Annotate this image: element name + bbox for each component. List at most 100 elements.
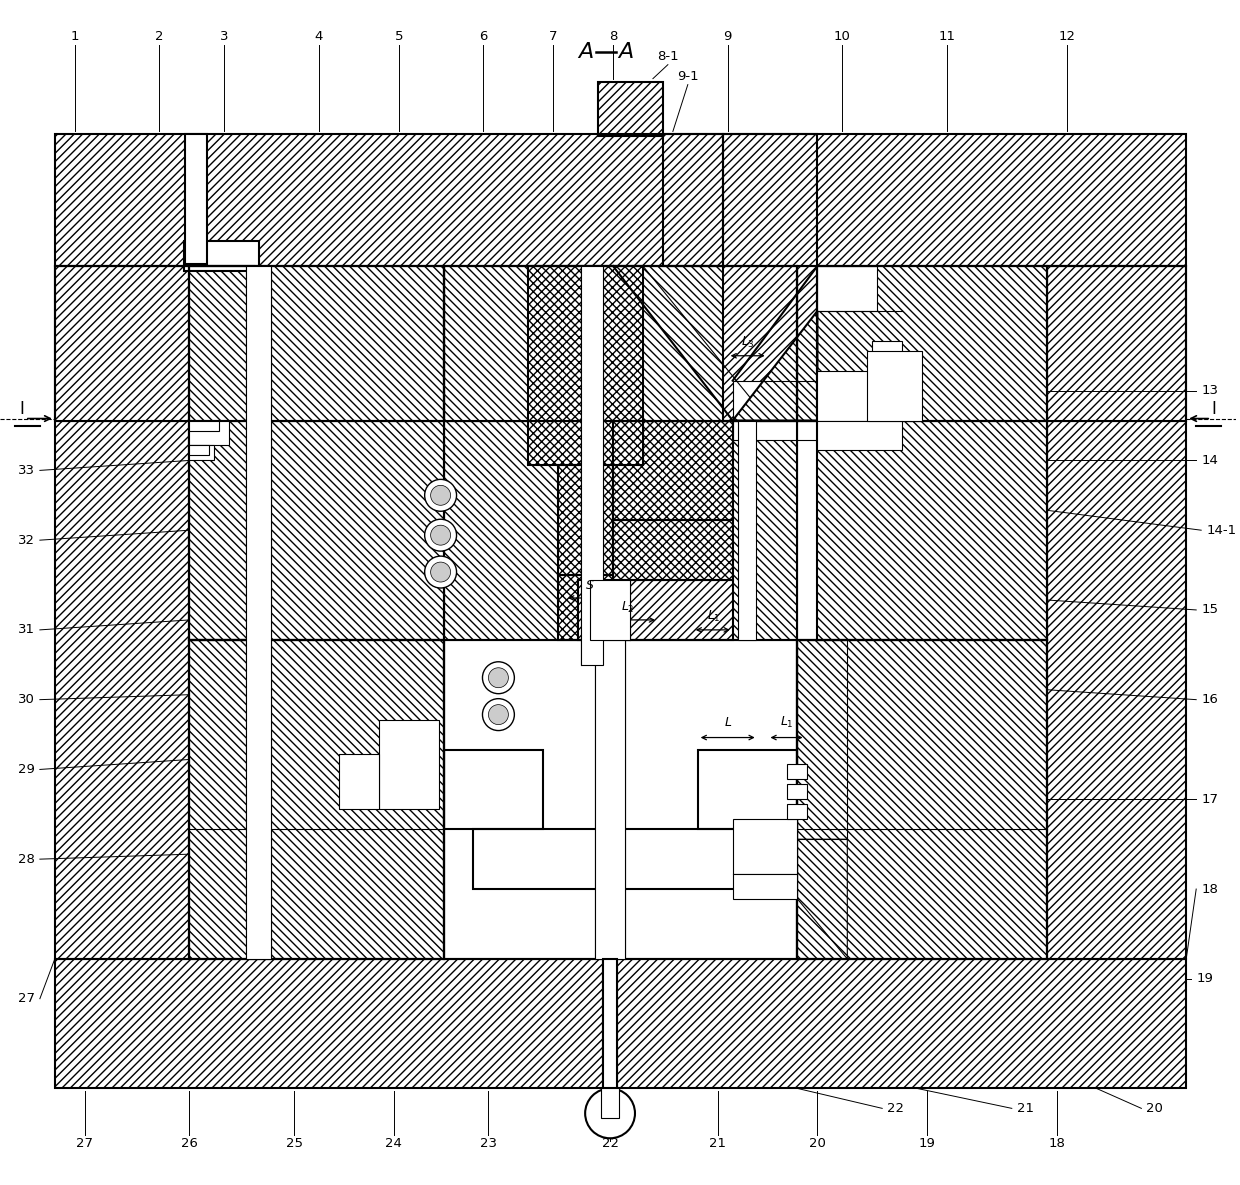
Text: 24: 24 [386,1136,402,1149]
Bar [817,371,872,421]
Text: 18: 18 [1048,1136,1065,1149]
Bar [190,421,229,446]
Bar [663,134,723,267]
Bar [817,421,903,450]
Bar [55,267,190,959]
Text: 13: 13 [1202,384,1218,397]
Polygon shape [733,310,817,421]
Bar [787,764,807,780]
Text: 21: 21 [1017,1102,1034,1115]
Bar [190,640,444,959]
Bar [797,640,1047,959]
Text: 30: 30 [19,693,35,706]
Text: 22: 22 [601,1136,619,1149]
Bar [190,267,444,640]
Bar [613,520,733,579]
Text: 9-1: 9-1 [677,70,698,83]
Bar [1047,267,1187,959]
Text: $L_3$: $L_3$ [740,335,755,351]
Bar [339,755,378,809]
Bar [55,267,444,421]
Bar [55,267,190,959]
Bar [444,267,797,640]
Bar [590,579,630,640]
Bar [55,959,1187,1089]
Text: 27: 27 [76,1136,93,1149]
Text: 32: 32 [17,533,35,546]
Bar [817,371,872,421]
Polygon shape [797,839,847,959]
Bar [558,575,613,640]
Text: 4: 4 [315,31,324,44]
Bar [528,267,644,466]
Text: 21: 21 [709,1136,727,1149]
Bar [733,819,797,875]
Bar [558,466,613,575]
Bar [55,134,1187,267]
Bar [55,267,444,421]
Text: 1: 1 [71,31,79,44]
Bar [190,267,444,640]
Circle shape [430,486,450,505]
Bar [185,241,259,271]
Bar [817,267,877,310]
Bar [190,640,444,959]
Bar [817,267,1047,640]
Text: 28: 28 [19,853,35,866]
Bar [1047,267,1187,959]
Circle shape [482,699,515,731]
Circle shape [424,480,456,511]
Bar [190,267,254,640]
Bar [733,380,817,441]
Bar [613,520,733,579]
Bar [613,520,733,579]
Bar [613,421,733,520]
Text: $L_1$: $L_1$ [707,609,720,624]
Bar [444,749,543,829]
Bar [55,267,190,959]
Text: 7: 7 [549,31,558,44]
Bar [723,134,817,421]
Bar [578,579,733,640]
Text: I: I [1211,399,1216,417]
Text: 19: 19 [1197,972,1213,985]
Circle shape [430,525,450,545]
Text: 29: 29 [19,763,35,776]
Bar [598,82,663,136]
Bar [444,267,797,421]
Bar [598,82,663,136]
Bar [817,267,1047,640]
Bar [698,749,797,829]
Text: 23: 23 [480,1136,497,1149]
Text: 15: 15 [1202,603,1218,616]
Text: 5: 5 [394,31,403,44]
Circle shape [424,519,456,551]
Bar [444,749,543,829]
Text: 10: 10 [833,31,851,44]
Bar [603,959,618,1089]
Bar [797,640,1047,959]
Bar [797,640,1047,959]
Bar [558,575,613,640]
Bar [797,267,1187,421]
Circle shape [489,668,508,687]
Bar [663,134,723,267]
Text: 11: 11 [939,31,956,44]
Bar [582,267,603,665]
Bar [723,134,817,421]
Text: 12: 12 [1058,31,1075,44]
Text: 16: 16 [1202,693,1218,706]
Bar [817,267,877,310]
Bar [797,640,1047,959]
Bar [797,267,1187,421]
Text: A: A [619,41,634,62]
Bar [867,351,923,421]
Text: 14: 14 [1202,454,1218,467]
Text: 33: 33 [17,463,35,476]
Bar [797,640,1047,959]
Bar [787,805,807,819]
Bar [185,241,259,271]
Text: 31: 31 [17,623,35,636]
Text: 19: 19 [919,1136,935,1149]
Bar [598,82,663,136]
